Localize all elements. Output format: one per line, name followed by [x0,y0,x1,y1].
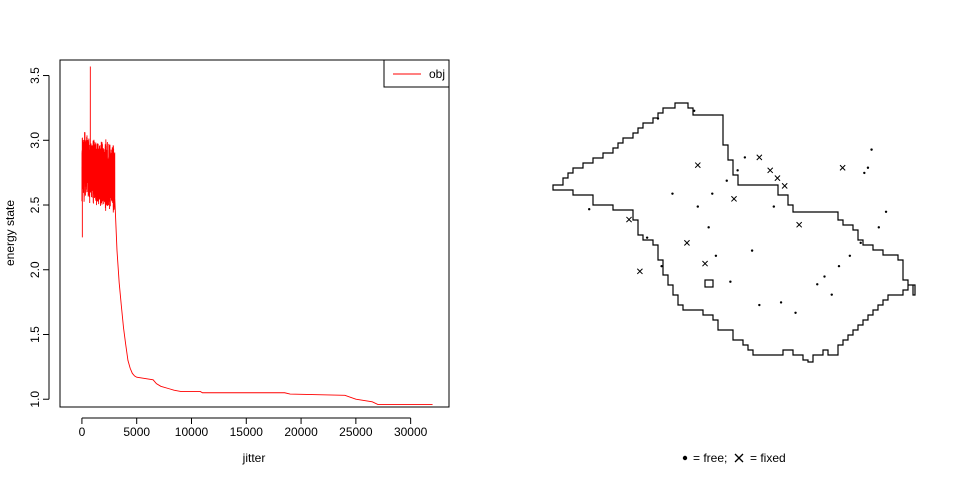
free-point [707,226,710,229]
fixed-point [774,175,781,182]
free-point [743,156,747,159]
map-legend: = free; = fixed [682,451,786,465]
legend-fixed-marker [734,453,744,463]
fixed-point [781,182,788,189]
fixed-point [767,167,774,174]
line-chart: 0 5000 10000 15000 20000 25000 30000 1.0 1.5 2.0… [3,59,450,465]
free-point [714,254,718,258]
x-axis-label: jitter [242,451,266,465]
y-tick-label: 2.5 [28,196,42,213]
free-point [645,236,649,239]
x-tick-label: 5000 [123,425,150,439]
plot-frame [59,59,450,408]
x-tick-label: 10000 [175,425,209,439]
series-obj [81,66,433,405]
free-point [692,109,696,112]
y-tick-label: 3.5 [28,67,42,84]
free-point [859,241,862,245]
free-point [884,210,888,213]
fixed-point [683,239,690,246]
free-point [696,205,699,208]
free-point [660,264,663,268]
free-point [725,179,728,182]
free-point [877,226,880,229]
x-tick-label: 0 [79,425,86,439]
legend-label-obj: obj [429,67,445,81]
legend: obj [383,59,450,88]
fixed-point [636,268,643,275]
free-point [794,311,797,314]
free-point [711,192,714,195]
series-line-obj [81,66,433,405]
fixed-points [626,154,846,275]
free-point [736,169,739,172]
free-point [671,192,674,195]
free-points [588,109,888,314]
y-axis: 1.0 1.5 2.0 2.5 3.0 3.5 [28,67,50,408]
free-point [656,117,660,120]
free-point [750,249,754,252]
x-axis: 0 5000 10000 15000 20000 25000 30000 [79,417,428,439]
x-tick-label: 25000 [339,425,373,439]
free-point [772,205,776,208]
fixed-point [839,164,846,171]
x-tick-label: 30000 [394,425,428,439]
y-tick-label: 1.5 [28,326,42,343]
free-point [848,254,852,258]
fixed-point [626,216,632,223]
x-tick-label: 15000 [230,425,264,439]
legend-free-label: = free; [693,451,727,465]
free-point [866,166,870,169]
free-point [870,148,873,151]
free-point [779,301,783,304]
free-point [837,264,841,268]
free-point [588,207,591,211]
free-point [816,283,819,286]
map-panel: = free; = fixed [552,102,916,465]
region-inner-cell [704,279,714,288]
legend-fixed-label: = fixed [750,451,786,465]
free-point [830,293,833,296]
fixed-point [756,154,763,161]
fixed-point [796,221,803,228]
free-point [729,280,732,283]
fixed-point [731,195,737,202]
legend-free-marker [682,455,688,461]
y-axis-label: energy state [3,200,17,266]
region-outline [552,102,916,363]
y-tick-label: 1.0 [28,391,42,408]
fixed-point [694,162,701,169]
y-tick-label: 3.0 [28,132,42,149]
free-point [758,303,761,307]
x-tick-label: 20000 [284,425,318,439]
y-tick-label: 2.0 [28,261,42,278]
free-point [863,171,866,175]
fixed-point [702,260,708,267]
free-point [823,275,826,278]
